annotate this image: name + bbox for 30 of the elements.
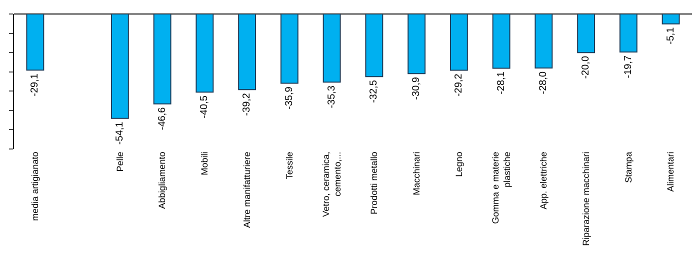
- x-tick-label: Stampa: [623, 152, 634, 183]
- x-tick-label: App. elettriche: [538, 152, 549, 210]
- data-label: -46,6: [156, 106, 168, 130]
- x-tick-label: Tessile: [284, 152, 294, 180]
- data-label: -30,9: [411, 76, 422, 100]
- data-label: -28,0: [538, 71, 550, 94]
- x-tick-label: Gomma e materie plastiche: [490, 152, 512, 224]
- x-tick-label: Altre manifatturiere: [242, 152, 252, 228]
- data-label: -19,7: [622, 54, 634, 78]
- x-tick-label: Vetro, ceramica, cemento,...: [320, 152, 343, 217]
- data-label: -40,5: [199, 95, 210, 118]
- data-label: -29,2: [453, 73, 464, 97]
- x-tick-label: Pelle: [114, 152, 125, 172]
- data-label: -35,9: [284, 86, 295, 110]
- x-tick-label: Riparazione macchinari: [580, 152, 591, 246]
- data-label: -32,5: [368, 80, 380, 103]
- x-tick-label: Prodotti metallo: [369, 152, 380, 214]
- x-tick-label: Mobili: [200, 152, 210, 176]
- data-label: -20,0: [580, 56, 592, 79]
- x-tick-label: media artigianato: [30, 152, 40, 221]
- data-label: -28,1: [496, 71, 507, 94]
- x-tick-label: Alimentari: [666, 152, 676, 192]
- x-tick-label: Macchinari: [411, 152, 422, 196]
- x-tick-label: Abbigliamento: [157, 152, 168, 209]
- data-label: -54,1: [114, 121, 126, 145]
- data-label: -29,1: [30, 73, 41, 96]
- data-label: -35,3: [326, 85, 338, 108]
- data-label: -5,1: [665, 26, 676, 45]
- x-tick-label: Legno: [454, 152, 464, 177]
- data-label: -39,2: [242, 92, 253, 116]
